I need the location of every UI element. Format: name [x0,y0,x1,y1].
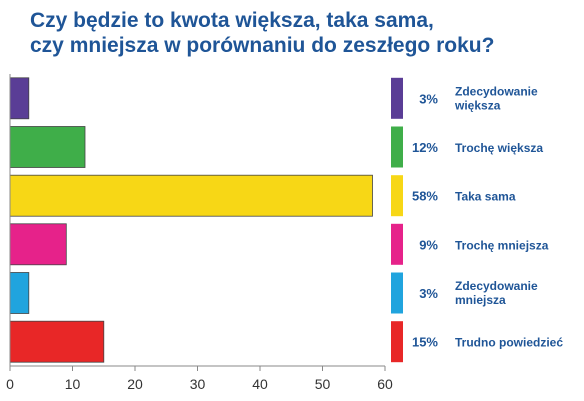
bar [9,320,105,363]
bar [9,223,67,266]
x-tick-label: 40 [252,376,268,392]
chart-title-line: czy mniejsza w porównaniu do zeszłego ro… [30,34,494,57]
x-tick-label: 0 [6,376,14,392]
category-label: Taka sama [455,190,516,204]
x-axis: 0 10 20 30 40 50 60 [6,74,393,392]
chart-title-line: Czy będzie to kwota większa, taka sama, [30,9,434,32]
value-label: 9% [419,237,438,252]
bars [9,77,373,363]
category-label: większa [454,98,501,112]
bar [9,272,30,314]
value-label: 3% [419,91,438,106]
legend-swatch [391,126,403,168]
x-tick-label: 50 [315,376,331,392]
category-label: Trochę większa [455,141,543,155]
category-label: Zdecydowanie [455,84,538,98]
bar [9,77,30,120]
value-label: 15% [412,335,438,350]
category-label: Trochę mniejsza [455,238,549,252]
value-label: 12% [412,140,438,155]
category-label: Trudno powiedzieć [455,336,563,350]
category-label: Zdecydowanie [455,279,538,293]
x-tick-label: 20 [127,376,143,392]
value-label: 3% [419,286,438,301]
bar [9,174,373,217]
bar [9,126,86,168]
legend-swatch [391,175,403,217]
chart-title: Czy będzie to kwota większa, taka sama,c… [30,9,494,57]
x-tick-label: 10 [65,376,81,392]
x-tick-label: 30 [190,376,206,392]
legend-swatch [391,272,403,314]
x-tick-label: 60 [377,376,393,392]
legend-swatch [391,223,403,265]
value-label: 58% [412,189,438,204]
legend-swatch [391,321,403,363]
legend-swatch [391,77,403,119]
category-label: mniejsza [455,293,506,307]
